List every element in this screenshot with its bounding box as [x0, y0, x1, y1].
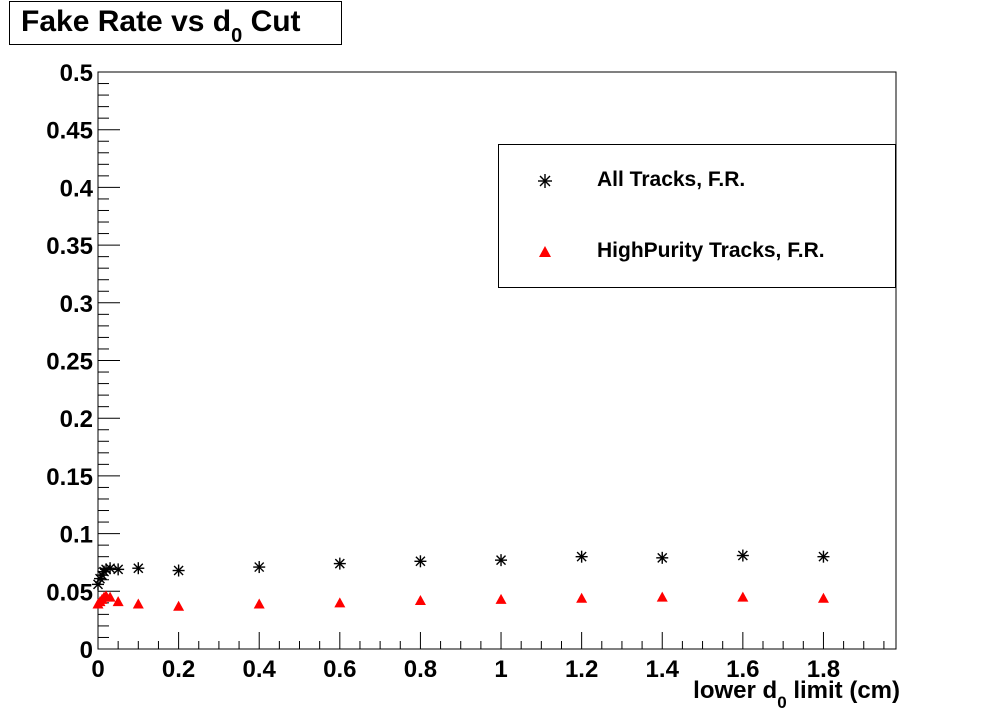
x-tick-label: 1.6: [726, 656, 759, 683]
x-tick-label: 1: [494, 656, 507, 683]
y-tick-label: 0.35: [46, 233, 93, 260]
y-tick-label: 0.5: [60, 60, 93, 87]
data-point-triangle: [104, 591, 116, 602]
data-point-triangle: [173, 600, 185, 611]
axis-ticks: [97, 71, 885, 650]
series-all-tracks: [92, 549, 830, 591]
legend-marker-star: [538, 174, 552, 188]
data-point-star: [104, 562, 117, 575]
data-point-triangle: [495, 593, 507, 604]
data-point-star: [253, 561, 266, 574]
y-tick-label: 0.1: [60, 522, 93, 549]
data-point-star: [736, 549, 749, 562]
data-point-star: [414, 555, 427, 568]
series-highpurity-tracks: [92, 590, 829, 611]
x-tick-label: 0: [91, 656, 104, 683]
x-tick-label: 0.6: [323, 656, 356, 683]
x-axis-label-subscript: 0: [777, 693, 787, 712]
x-tick-label: 0.8: [404, 656, 437, 683]
chart-title-main: Fake Rate vs d: [21, 5, 232, 38]
data-point-star: [575, 550, 588, 563]
data-point-triangle: [576, 592, 588, 603]
x-tick-label: 1.4: [646, 656, 680, 683]
x-tick-label: 1.2: [565, 656, 598, 683]
chart-title-subscript: 0: [231, 25, 243, 47]
legend: All Tracks, F.R. HighPurity Tracks, F.R.: [498, 144, 896, 288]
data-point-triangle: [334, 597, 346, 608]
data-point-star: [817, 550, 830, 563]
data-point-triangle: [132, 598, 144, 609]
data-point-star: [333, 557, 346, 570]
y-tick-label: 0.2: [60, 406, 93, 433]
data-point-star: [656, 551, 669, 564]
y-tick-label: 0.45: [46, 118, 93, 145]
data-point-star: [112, 563, 125, 576]
y-tick-label: 0.3: [60, 291, 93, 318]
data-point-triangle: [414, 595, 426, 606]
data-point-star: [172, 564, 185, 577]
x-tick-label: 0.4: [243, 656, 277, 683]
y-tick-label: 0: [80, 637, 93, 664]
chart-title-tail: Cut: [242, 5, 301, 38]
x-tick-label: 0.2: [162, 656, 195, 683]
y-tick-label: 0.15: [46, 464, 93, 491]
y-tick-label: 0.25: [46, 349, 93, 376]
legend-label-highpurity-tracks: HighPurity Tracks, F.R.: [597, 239, 825, 262]
data-point-star: [495, 554, 508, 567]
data-point-triangle: [253, 598, 265, 609]
x-axis-label: lower d0 limit (cm): [693, 676, 900, 712]
x-tick-label: 1.8: [807, 656, 840, 683]
y-tick-label: 0.4: [60, 175, 94, 202]
legend-marker-triangle: [539, 246, 551, 257]
chart-title-box: Fake Rate vs d0 Cut: [9, 1, 342, 47]
legend-label-all-tracks: All Tracks, F.R.: [597, 168, 746, 191]
chart-title: Fake Rate vs d0 Cut: [21, 4, 301, 47]
data-point-triangle: [817, 592, 829, 603]
series-layer: [92, 549, 830, 611]
data-point-triangle: [737, 591, 749, 602]
x-axis-label-tail: limit (cm): [786, 677, 900, 704]
data-point-triangle: [112, 596, 124, 607]
data-point-star: [132, 562, 145, 575]
tick-labels: 0 0.05 0.1 0.15 0.2 0.25 0.3 0.35 0.4 0.45 0.5 0 0.2…: [46, 60, 840, 683]
data-point-triangle: [656, 591, 668, 602]
y-tick-label: 0.05: [46, 579, 93, 606]
x-axis-label-main: lower d: [693, 677, 778, 704]
